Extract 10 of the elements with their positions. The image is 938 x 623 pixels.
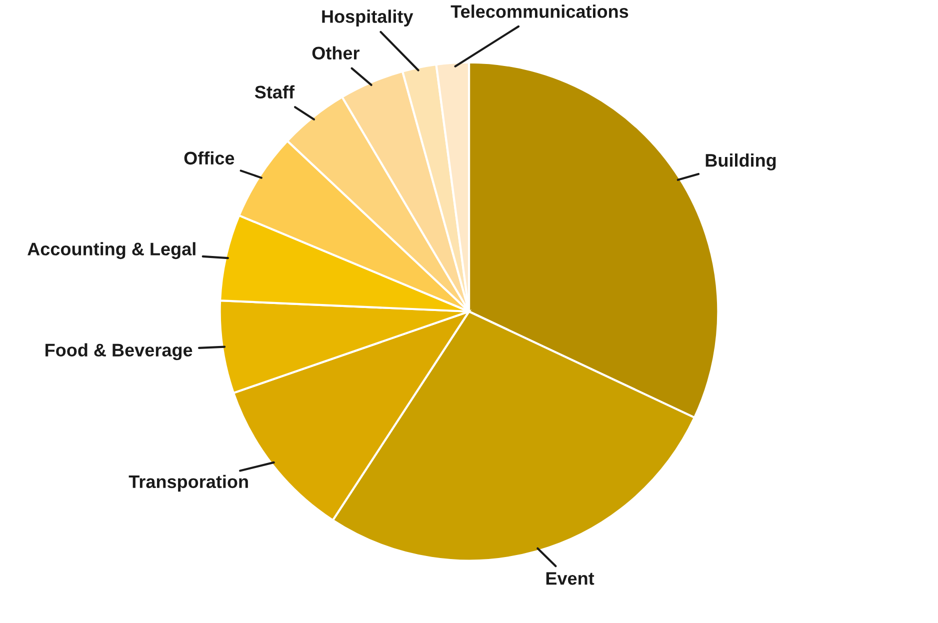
slice-label: Building — [706, 153, 776, 170]
slice-label: Hospitality — [322, 10, 414, 26]
slice-label: Staff — [254, 85, 295, 99]
slice-label: Event — [546, 572, 594, 585]
slice-label: Office — [184, 151, 234, 165]
slice-label: Other — [312, 46, 360, 60]
slice-label: Telecommunications — [450, 4, 628, 18]
slice-label: Accounting & Legal — [28, 242, 196, 260]
slice-label: Transporation — [128, 474, 248, 492]
slice-label: Food & Beverage — [46, 343, 192, 360]
